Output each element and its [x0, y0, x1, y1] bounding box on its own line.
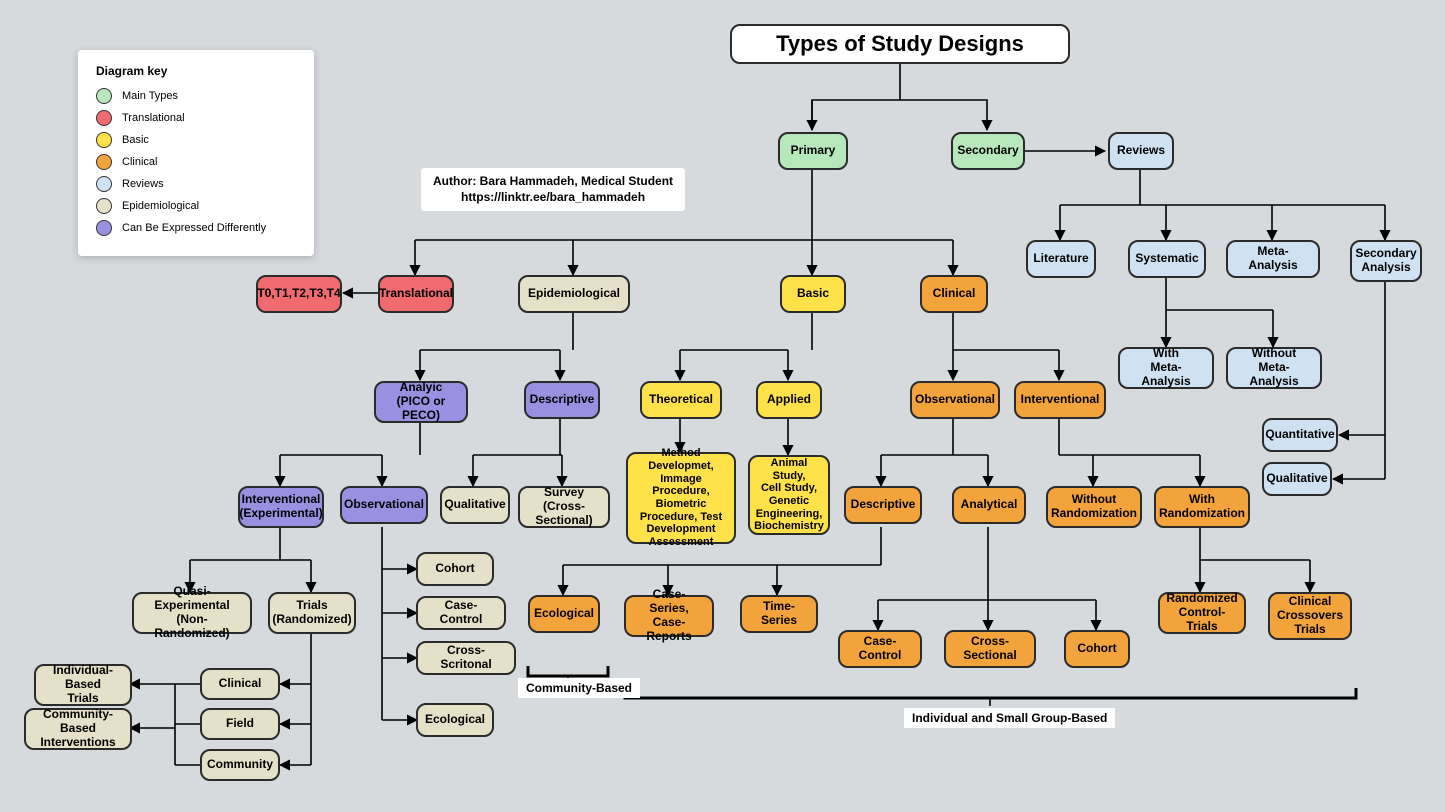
node-analytic: Analyic(PICO or PECO): [374, 381, 468, 423]
legend-label: Epidemiological: [122, 200, 199, 212]
legend-label: Main Types: [122, 90, 178, 102]
node-method-dev: Method Developmet,Immage Procedure,Biome…: [626, 452, 736, 544]
node-descriptive: Descriptive: [524, 381, 600, 419]
node-qualitative-e: Qualitative: [440, 486, 510, 524]
node-time-series: Time-Series: [740, 595, 818, 633]
legend-label: Basic: [122, 134, 149, 146]
node-observational-e: Observational: [340, 486, 428, 524]
node-cross-sect-e: Cross-Scritonal: [416, 641, 516, 675]
legend-item: Clinical: [96, 154, 296, 170]
legend-label: Can Be Expressed Differently: [122, 222, 266, 234]
node-primary: Primary: [778, 132, 848, 170]
legend-label: Reviews: [122, 178, 164, 190]
caption-community-based: Community-Based: [518, 678, 640, 698]
node-observational-c: Observational: [910, 381, 1000, 419]
legend-swatch: [96, 154, 112, 170]
node-comm-interv: Community-BasedInterventions: [24, 708, 132, 750]
node-theoretical: Theoretical: [640, 381, 722, 419]
node-clinical-t: Clinical: [200, 668, 280, 700]
legend-item: Reviews: [96, 176, 296, 192]
node-trials: Trials(Randomized): [268, 592, 356, 634]
legend-item: Translational: [96, 110, 296, 126]
node-cohort-c: Cohort: [1064, 630, 1130, 668]
node-reviews: Reviews: [1108, 132, 1174, 170]
node-secondary: Secondary: [951, 132, 1025, 170]
node-secondary-analysis: SecondaryAnalysis: [1350, 240, 1422, 282]
legend-swatch: [96, 198, 112, 214]
legend-label: Translational: [122, 112, 185, 124]
legend-heading: Diagram key: [96, 64, 296, 78]
legend-item: Basic: [96, 132, 296, 148]
legend-item: Epidemiological: [96, 198, 296, 214]
legend-swatch: [96, 88, 112, 104]
node-cross-sect-c: Cross-Sectional: [944, 630, 1036, 668]
node-community-t: Community: [200, 749, 280, 781]
node-epi: Epidemiological: [518, 275, 630, 313]
node-qualitative: Qualitative: [1262, 462, 1332, 496]
node-field: Field: [200, 708, 280, 740]
node-case-control-c: Case-Control: [838, 630, 922, 668]
node-systematic: Systematic: [1128, 240, 1206, 278]
node-ecological-c: Ecological: [528, 595, 600, 633]
node-case-series: Case-Series,Case-Reports: [624, 595, 714, 637]
node-analytical-c: Analytical: [952, 486, 1026, 524]
legend-item: Can Be Expressed Differently: [96, 220, 296, 236]
legend-swatch: [96, 220, 112, 236]
author-note: Author: Bara Hammadeh, Medical Student h…: [421, 168, 685, 211]
legend-swatch: [96, 132, 112, 148]
node-with-rand: WithRandomization: [1154, 486, 1250, 528]
legend-panel: Diagram key Main Types Translational Basic…: [78, 50, 314, 256]
node-basic: Basic: [780, 275, 846, 313]
node-case-control-e: Case-Control: [416, 596, 506, 630]
title-node: Types of Study Designs: [730, 24, 1070, 64]
legend-label: Clinical: [122, 156, 157, 168]
node-descriptive-c: Descriptive: [844, 486, 922, 524]
node-without-ma: WithoutMeta-Analysis: [1226, 347, 1322, 389]
node-t0: T0,T1,T2,T3,T4: [256, 275, 342, 313]
node-quasi: Quasi-Experimental(Non-Randomized): [132, 592, 252, 634]
author-line1: Author: Bara Hammadeh, Medical Student: [433, 174, 673, 188]
diagram-canvas: Diagram key Main Types Translational Basic…: [0, 0, 1445, 812]
node-meta-analysis: Meta-Analysis: [1226, 240, 1320, 278]
node-with-ma: WithMeta-Analysis: [1118, 347, 1214, 389]
node-interventional-c: Interventional: [1014, 381, 1106, 419]
node-quantitative: Quantitative: [1262, 418, 1338, 452]
node-literature: Literature: [1026, 240, 1096, 278]
node-survey: Survey(Cross-Sectional): [518, 486, 610, 528]
legend-swatch: [96, 176, 112, 192]
node-applied: Applied: [756, 381, 822, 419]
node-animal: Animal Study,Cell Study,GeneticEngineeri…: [748, 455, 830, 535]
node-indiv-trials: Individual-BasedTrials: [34, 664, 132, 706]
legend-swatch: [96, 110, 112, 126]
node-cohort-e: Cohort: [416, 552, 494, 586]
node-crossover: ClinicalCrossoversTrials: [1268, 592, 1352, 640]
caption-individual-small: Individual and Small Group-Based: [904, 708, 1115, 728]
node-clinical: Clinical: [920, 275, 988, 313]
node-interventional-e: Interventional(Experimental): [238, 486, 324, 528]
legend-item: Main Types: [96, 88, 296, 104]
node-translational: Translational: [378, 275, 454, 313]
node-ecological-e: Ecological: [416, 703, 494, 737]
node-without-rand: WithoutRandomization: [1046, 486, 1142, 528]
node-rct: RandomizedControl-Trials: [1158, 592, 1246, 634]
author-line2: https://linktr.ee/bara_hammadeh: [461, 190, 645, 204]
